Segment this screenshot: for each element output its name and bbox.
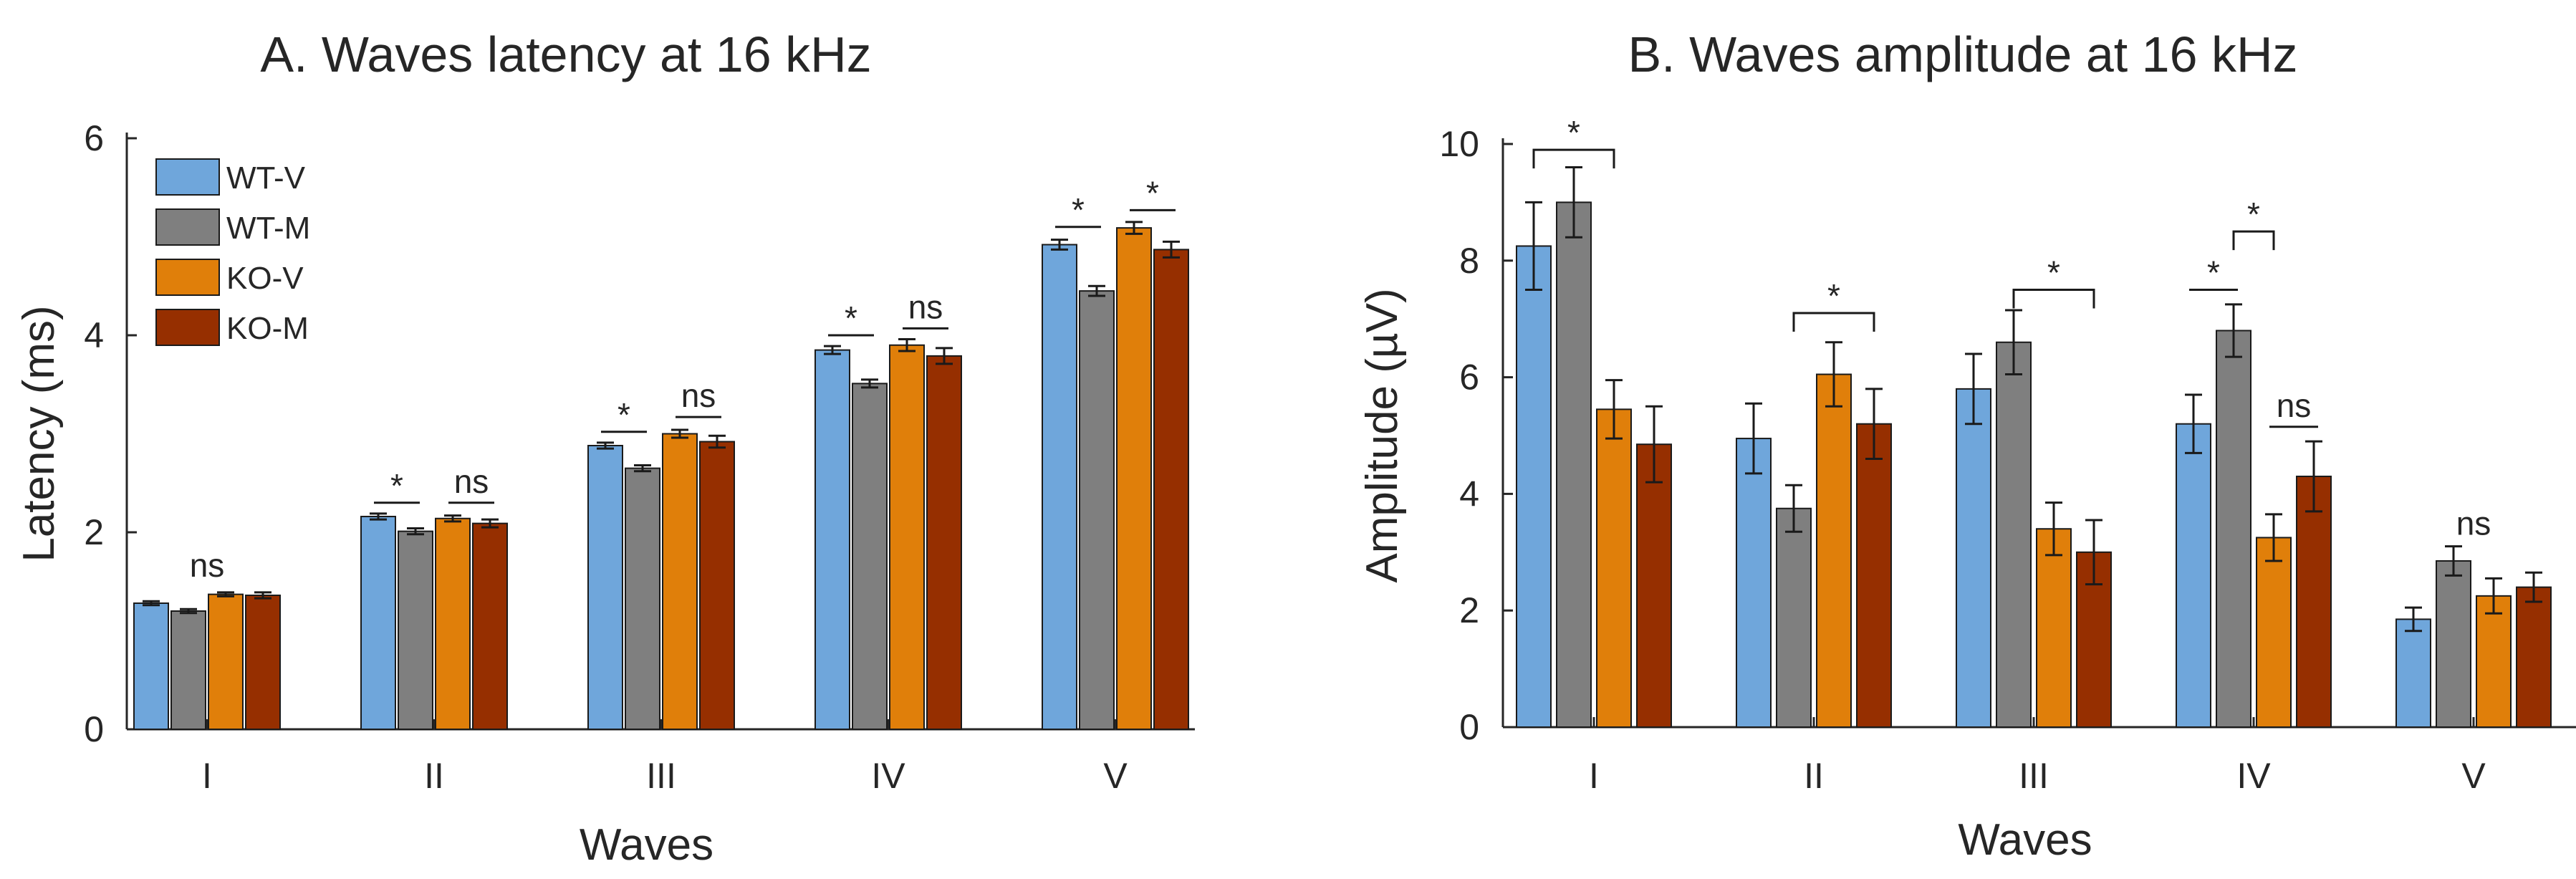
bar-ko-v-iv <box>2256 537 2292 728</box>
bar-ko-v-iii <box>2036 528 2072 728</box>
x-axis-label: Waves <box>580 820 713 870</box>
significance-label: * <box>390 467 403 504</box>
y-tick-label: 0 <box>84 709 104 749</box>
y-tick-label: 2 <box>1459 590 1479 630</box>
bar-ko-m-ii <box>1856 423 1892 728</box>
bar-wt-m-v <box>1079 290 1115 730</box>
bar-wt-m-i <box>170 610 206 730</box>
bar-wt-m-ii <box>1776 507 1812 728</box>
y-tick-label: 6 <box>84 118 104 158</box>
legend-label: KO-M <box>226 311 309 346</box>
bar-ko-m-ii <box>472 522 508 730</box>
legend-swatch-wt-v <box>155 158 220 196</box>
bar-wt-m-ii <box>398 530 433 730</box>
legend-label: WT-V <box>226 160 306 196</box>
bar-ko-m-i <box>245 595 281 730</box>
x-tick-label: III <box>646 756 676 796</box>
significance-bracket <box>1792 312 1875 332</box>
significance-label: * <box>617 396 630 433</box>
bar-wt-m-iv <box>852 383 888 730</box>
x-tick-label: V <box>2461 756 2486 796</box>
significance-label: * <box>1072 191 1085 229</box>
x-tick-label: II <box>424 756 444 796</box>
bar-wt-m-iv <box>2216 330 2251 729</box>
significance-bracket <box>2012 289 2095 309</box>
legend-swatch-ko-m <box>155 309 220 346</box>
significance-label: ns <box>190 547 225 584</box>
bar-wt-v-iv <box>2176 423 2211 728</box>
x-tick-label: I <box>1589 756 1599 796</box>
x-tick-label: I <box>202 756 212 796</box>
significance-bracket <box>2232 230 2275 251</box>
bar-wt-m-iii <box>1996 341 2032 728</box>
y-tick-label: 6 <box>1459 357 1479 398</box>
bar-ko-m-v <box>1153 249 1189 730</box>
y-tick-label: 4 <box>1459 474 1479 514</box>
significance-label: ns <box>454 463 489 500</box>
chart-title: A. Waves latency at 16 kHz <box>260 27 871 82</box>
legend: WT-V WT-M KO-V KO-M <box>155 158 310 346</box>
legend-swatch-ko-v <box>155 259 220 296</box>
significance-label: * <box>845 299 857 337</box>
significance-bracket <box>1532 148 1615 169</box>
x-tick-label: IV <box>2236 756 2271 796</box>
legend-swatch-wt-m <box>155 208 220 246</box>
bar-ko-v-i <box>208 593 244 730</box>
chart-panel-a: A. Waves latency at 16 kHz 0 2 4 6 Latency (m… <box>14 27 1195 870</box>
bar-ko-v-v <box>1116 227 1152 730</box>
bar-wt-m-i <box>1556 201 1592 728</box>
significance-label: * <box>1146 174 1159 211</box>
y-axis-label: Amplitude (µV) <box>1357 288 1407 582</box>
significance-label: ns <box>681 377 716 414</box>
y-axis-label: Latency (ms) <box>14 305 64 562</box>
bar-wt-v-iv <box>814 349 850 730</box>
significance-label: ns <box>908 288 943 325</box>
x-tick-label: IV <box>871 756 905 796</box>
chart-panel-b: B. Waves amplitude at 16 kHz 0 2 4 6 8 10 Ampli… <box>1357 27 2576 865</box>
y-tick-label: 10 <box>1439 124 1479 164</box>
bar-wt-v-i <box>1516 245 1552 728</box>
bar-ko-v-i <box>1596 408 1632 728</box>
bar-ko-m-iii <box>699 441 735 730</box>
significance-label: * <box>1827 277 1840 314</box>
significance-label: * <box>1567 114 1580 151</box>
significance-label: * <box>2207 254 2220 292</box>
bar-ko-v-v <box>2476 595 2512 728</box>
significance-label: ns <box>2277 387 2312 424</box>
bar-ko-m-i <box>1636 443 1672 729</box>
bar-wt-v-ii <box>360 516 396 730</box>
x-tick-label: III <box>2019 756 2049 796</box>
significance-label: ns <box>2456 504 2491 542</box>
x-tick-label: II <box>1804 756 1824 796</box>
legend-label: KO-V <box>226 261 304 296</box>
legend-label: WT-M <box>226 211 310 246</box>
y-tick-label: 2 <box>84 512 104 552</box>
bar-wt-v-iii <box>1956 388 1991 728</box>
bar-ko-v-iv <box>889 344 925 730</box>
bar-wt-v-iii <box>587 445 623 730</box>
y-tick-label: 4 <box>84 315 104 355</box>
bar-ko-m-iv <box>926 355 962 730</box>
bar-ko-m-v <box>2516 586 2552 729</box>
y-tick-label: 0 <box>1459 707 1479 747</box>
bar-ko-v-ii <box>1816 373 1852 729</box>
bar-wt-v-v <box>1042 244 1077 730</box>
significance-label: * <box>2247 196 2260 233</box>
x-axis-label: Waves <box>1958 815 2092 865</box>
bar-wt-m-v <box>2436 560 2471 729</box>
bar-wt-v-ii <box>1736 438 1772 728</box>
bar-ko-v-ii <box>435 517 471 730</box>
x-tick-label: V <box>1103 756 1128 796</box>
chart-title: B. Waves amplitude at 16 kHz <box>1628 27 2297 82</box>
y-tick-label: 8 <box>1459 241 1479 281</box>
bar-wt-v-v <box>2395 618 2431 728</box>
bar-wt-m-iii <box>625 467 660 730</box>
significance-label: * <box>2047 254 2060 292</box>
bar-wt-v-i <box>133 602 169 730</box>
bar-ko-m-iv <box>2296 475 2332 728</box>
bar-ko-v-iii <box>662 433 698 730</box>
